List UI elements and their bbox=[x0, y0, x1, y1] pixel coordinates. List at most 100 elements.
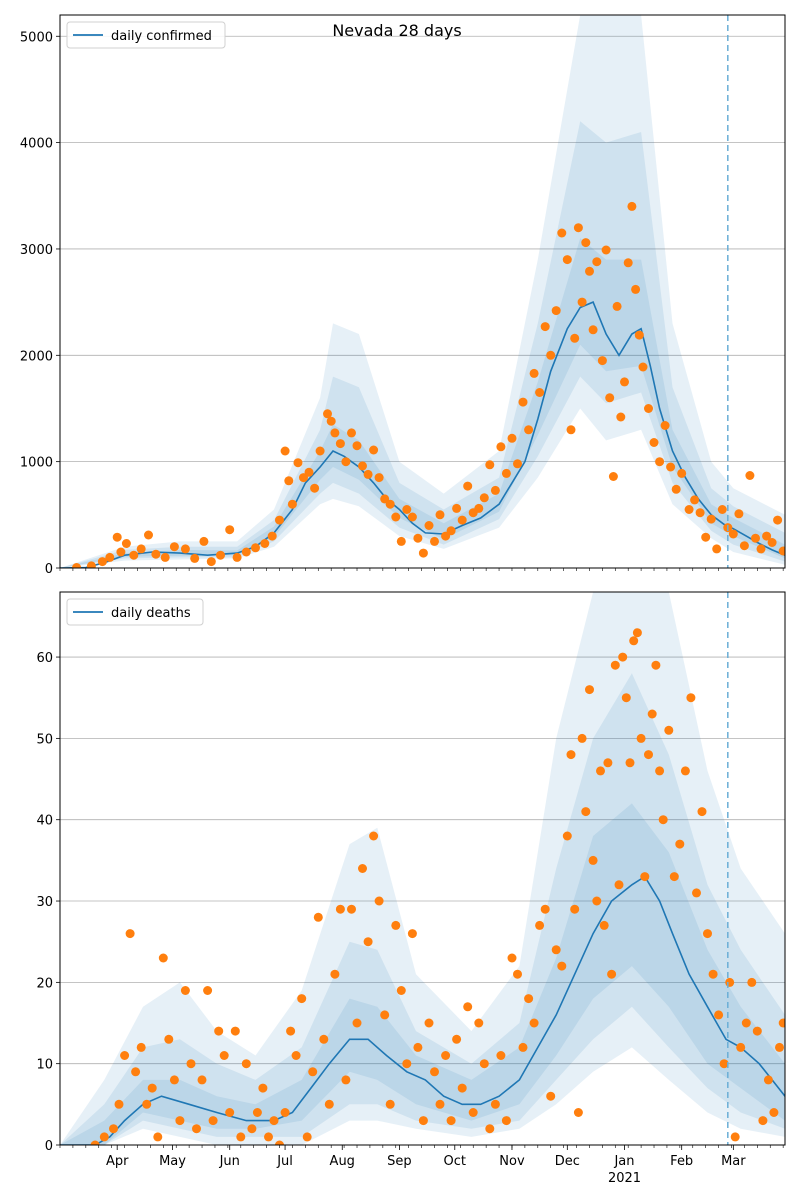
data-point bbox=[573, 1108, 583, 1117]
data-point bbox=[618, 652, 628, 662]
data-point bbox=[352, 1018, 362, 1028]
data-point bbox=[490, 1099, 500, 1109]
data-point bbox=[701, 532, 711, 542]
data-point bbox=[97, 557, 107, 567]
data-point bbox=[324, 1099, 334, 1109]
data-point bbox=[335, 439, 345, 449]
data-point bbox=[566, 425, 576, 435]
data-point bbox=[258, 1083, 268, 1093]
data-point bbox=[577, 733, 587, 743]
data-point bbox=[769, 1108, 779, 1117]
data-point bbox=[529, 368, 539, 378]
data-point bbox=[725, 977, 735, 987]
data-point bbox=[252, 1108, 262, 1117]
data-point bbox=[341, 457, 351, 467]
data-point bbox=[275, 1140, 284, 1145]
data-point bbox=[385, 499, 395, 509]
data-point bbox=[291, 1051, 301, 1060]
data-point bbox=[125, 929, 135, 939]
data-point bbox=[236, 1132, 246, 1142]
data-point bbox=[363, 469, 373, 479]
data-point bbox=[712, 544, 722, 554]
data-point bbox=[280, 1108, 290, 1117]
data-point bbox=[396, 986, 406, 995]
data-point bbox=[186, 1059, 196, 1069]
data-point bbox=[120, 1051, 130, 1060]
data-point bbox=[778, 546, 785, 556]
data-point bbox=[142, 1099, 152, 1109]
data-point bbox=[151, 549, 161, 559]
confirmed-panel: 0 1000 2000 3000 4000 5000 daily confirmed bbox=[20, 14, 786, 577]
data-point bbox=[570, 333, 580, 343]
data-point bbox=[225, 1108, 235, 1117]
data-point bbox=[573, 223, 583, 233]
data-point bbox=[570, 904, 580, 914]
data-point bbox=[160, 552, 170, 562]
x-tick-label: Aug bbox=[330, 1154, 355, 1169]
data-point bbox=[507, 953, 517, 963]
data-point bbox=[763, 1075, 773, 1085]
data-point bbox=[728, 529, 738, 539]
data-point bbox=[319, 1034, 329, 1044]
data-point bbox=[105, 552, 115, 562]
plot-area bbox=[60, 592, 785, 1145]
y-tick-label: 60 bbox=[36, 651, 53, 666]
data-point bbox=[616, 412, 626, 422]
data-point bbox=[680, 766, 690, 776]
data-point bbox=[216, 550, 225, 560]
data-point bbox=[485, 1124, 495, 1134]
data-point bbox=[608, 472, 618, 481]
confidence-band bbox=[60, 673, 785, 1145]
x-tick-label: Feb bbox=[670, 1154, 693, 1169]
data-point bbox=[341, 1075, 351, 1085]
data-point bbox=[686, 693, 696, 703]
data-point bbox=[605, 393, 615, 403]
data-point bbox=[603, 758, 613, 768]
y-tick-label: 20 bbox=[36, 976, 53, 991]
plot-area bbox=[60, 15, 785, 568]
data-point bbox=[513, 969, 522, 979]
data-point bbox=[369, 831, 379, 841]
data-point bbox=[496, 1051, 506, 1060]
data-point bbox=[734, 509, 744, 519]
data-point bbox=[524, 994, 534, 1004]
data-point bbox=[230, 1026, 240, 1036]
data-point bbox=[655, 457, 665, 467]
data-point bbox=[304, 467, 314, 477]
data-point bbox=[287, 499, 297, 509]
data-point bbox=[175, 1116, 185, 1126]
data-point bbox=[144, 530, 153, 540]
data-point bbox=[72, 563, 82, 568]
data-point bbox=[658, 815, 668, 825]
data-point bbox=[474, 1018, 484, 1028]
y-tick-label: 50 bbox=[36, 732, 53, 747]
data-point bbox=[625, 758, 635, 768]
data-point bbox=[524, 425, 534, 435]
data-point bbox=[109, 1124, 118, 1134]
y-tick-label: 30 bbox=[36, 895, 53, 910]
data-point bbox=[335, 904, 345, 914]
data-point bbox=[358, 864, 367, 873]
data-point bbox=[638, 362, 648, 372]
data-point bbox=[535, 388, 545, 397]
data-point bbox=[546, 1091, 556, 1101]
data-point bbox=[112, 532, 122, 542]
data-point bbox=[380, 1010, 390, 1020]
data-point bbox=[621, 693, 631, 703]
y-tick-label: 4000 bbox=[20, 137, 53, 152]
data-point bbox=[675, 839, 685, 849]
legend-box bbox=[66, 21, 226, 49]
confidence-band bbox=[60, 803, 785, 1145]
data-point bbox=[452, 1034, 462, 1044]
data-point bbox=[208, 1116, 218, 1126]
data-point bbox=[402, 1059, 412, 1069]
data-point bbox=[214, 1026, 224, 1036]
data-point bbox=[717, 505, 727, 514]
data-point bbox=[358, 461, 367, 471]
data-point bbox=[323, 409, 332, 419]
x-tick-label: Oct bbox=[444, 1154, 466, 1169]
confidence-band bbox=[60, 592, 785, 1145]
data-point bbox=[592, 896, 602, 906]
data-point bbox=[164, 1034, 174, 1044]
